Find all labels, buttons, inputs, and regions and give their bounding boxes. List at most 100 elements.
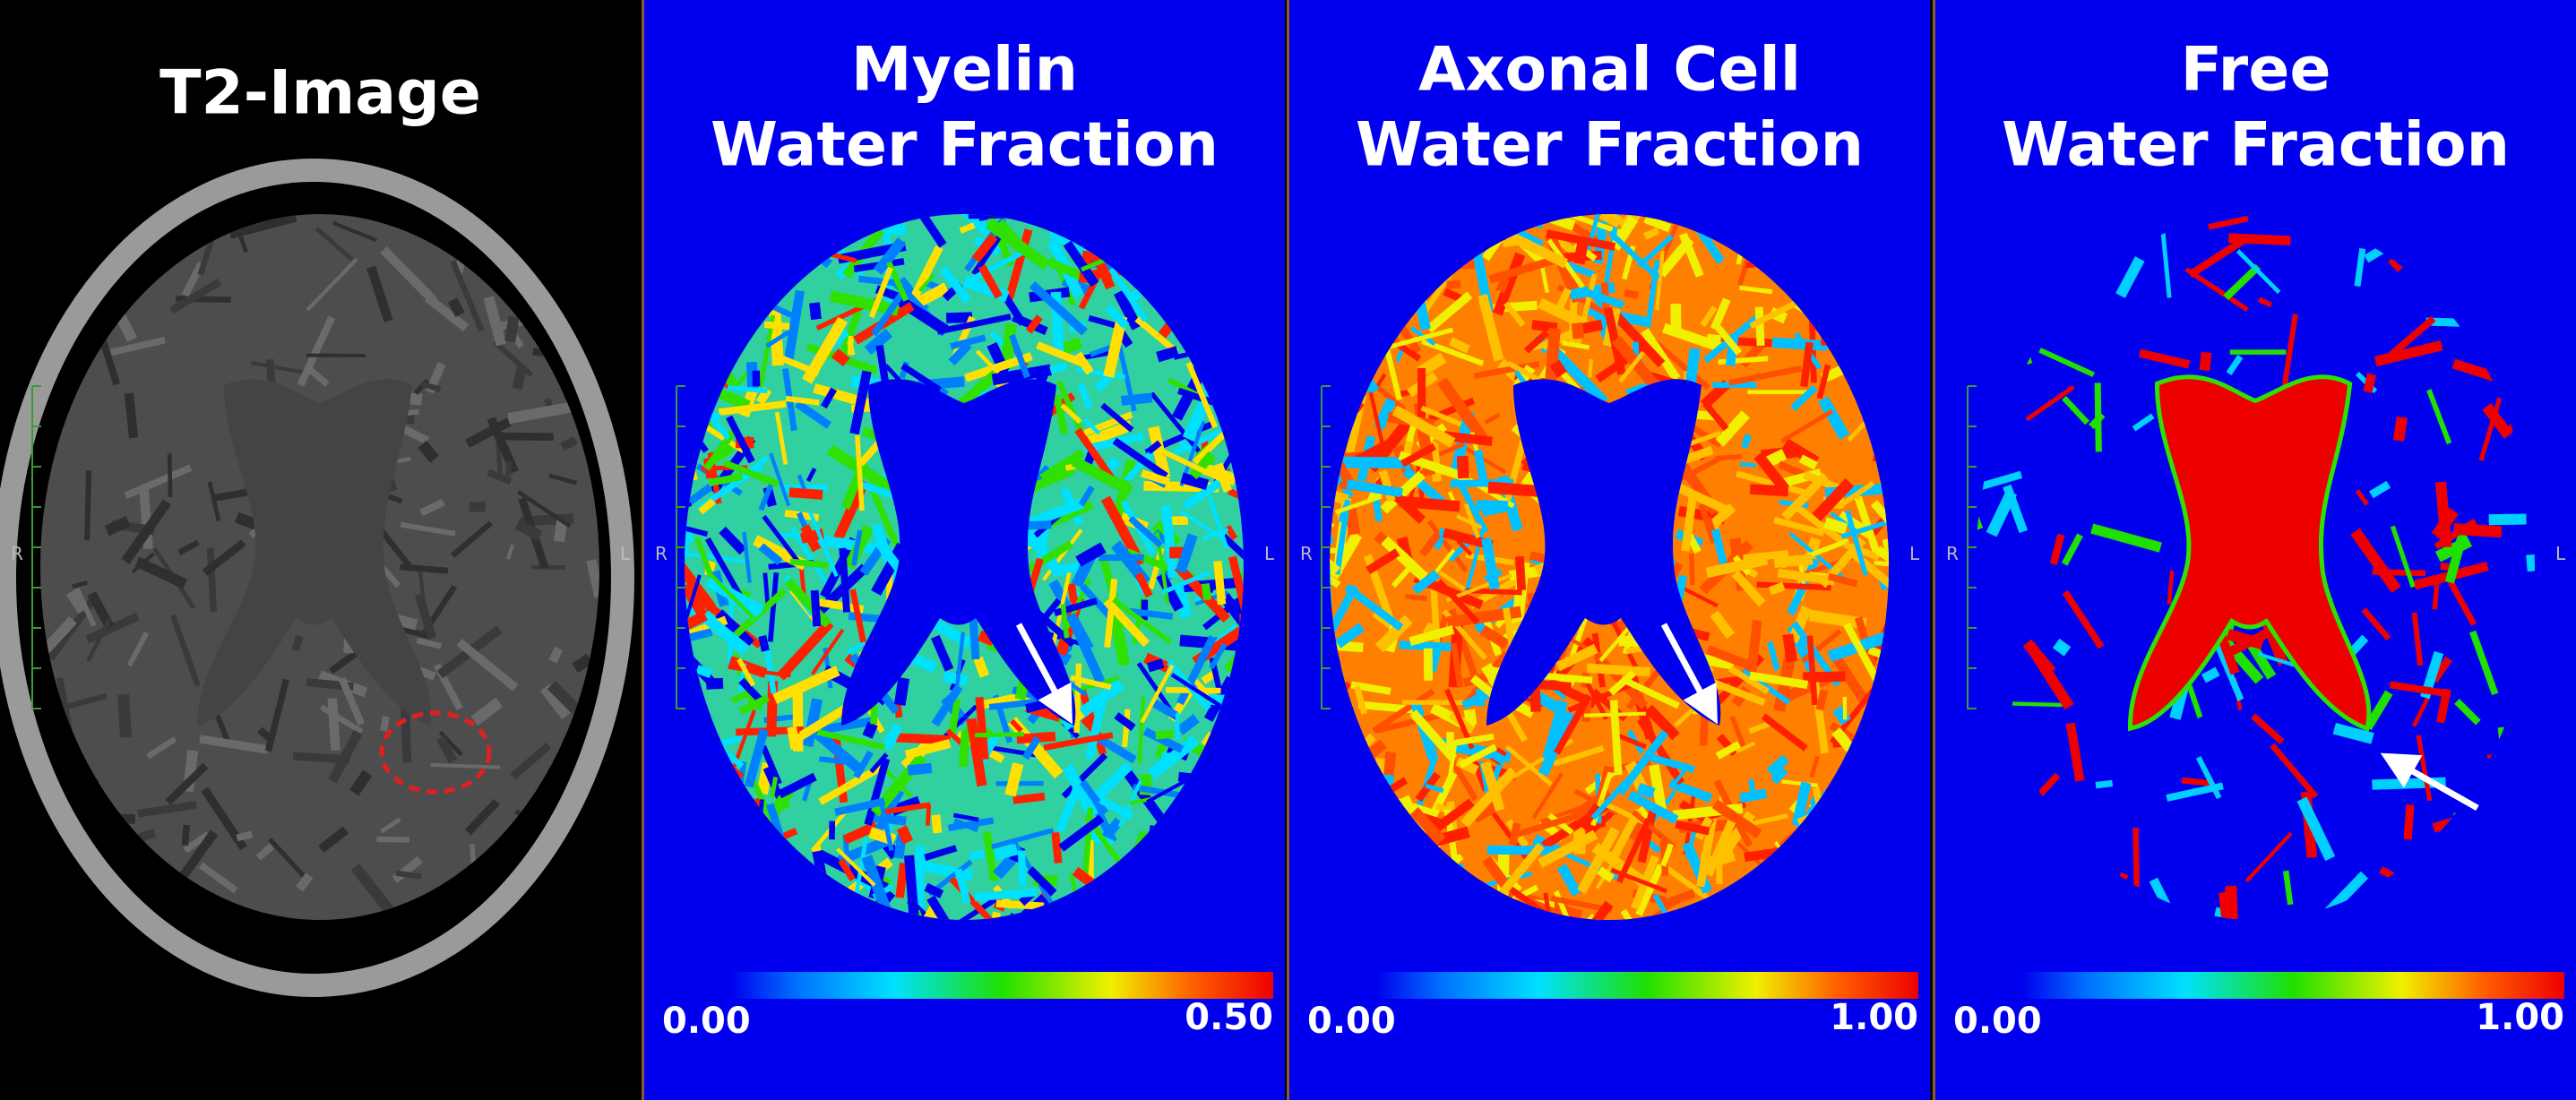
texture-strand [685,512,695,546]
texture-strand [909,245,943,300]
texture-strand [450,520,493,558]
ventricles [1486,379,1721,726]
texture-strand [86,618,112,662]
texture-strand [1512,812,1579,839]
texture-strand [831,348,850,367]
texture-strand [47,596,98,661]
texture-strand [1060,603,1070,639]
texture-strand [1366,548,1400,575]
texture-strand [1128,515,1163,548]
texture-strand [1079,779,1109,816]
texture-strand [1608,670,1636,696]
texture-strand [1803,671,1846,683]
texture-strand [504,460,513,477]
texture-strand [2094,382,2102,452]
texture-strand [1078,265,1106,310]
texture-strand [1616,729,1669,796]
texture-strand [2181,777,2210,786]
texture-strand [393,456,411,464]
texture-strand [1624,288,1640,299]
texture-strand [862,721,878,739]
texture-strand [820,537,858,599]
texture-strand [1566,603,1593,666]
texture-strand [726,415,755,464]
texture-strand [936,314,1012,335]
texture-strand [1098,795,1134,821]
texture-strand [450,260,485,332]
texture-strand [983,831,998,882]
texture-strand [1029,498,1085,528]
texture-strand [1405,593,1427,602]
texture-strand [836,847,876,887]
texture-strand [495,434,504,479]
texture-strand [964,352,1033,382]
texture-strand [1553,745,1605,767]
texture-strand [1174,585,1193,619]
texture-strand [1063,240,1099,288]
texture-strand [1597,866,1615,883]
texture-strand [2226,629,2264,650]
texture-strand [1421,339,1485,366]
texture-strand [736,726,804,736]
colorbar-max: 1.00 [1830,997,1918,1038]
texture-strand [954,632,966,692]
texture-strand [1078,485,1095,507]
texture-strand [1061,337,1083,355]
texture-strand [868,266,893,319]
texture-strand [1444,688,1475,750]
texture-strand [414,593,437,640]
panel-title: Axonal Cell [1418,35,1801,106]
texture-strand [1546,229,1616,251]
texture-strand [1373,382,1407,412]
texture-strand [1221,533,1244,581]
texture-strand [1100,402,1134,433]
texture-strand [1476,499,1509,512]
texture-strand [2369,480,2391,499]
texture-strand [2025,641,2074,710]
texture-strand [1577,319,1604,335]
texture-strand [1553,890,1586,920]
texture-strand [1027,866,1057,897]
texture-strand [1756,581,1831,591]
texture-strand [1620,675,1680,709]
texture-strand [861,855,894,919]
texture-strand [1669,768,1687,789]
texture-strand [806,468,817,483]
texture-strand [931,634,954,672]
texture-strand [2411,612,2424,666]
texture-strand [1021,735,1041,761]
texture-strand [975,732,1024,738]
texture-strand [694,537,715,580]
texture-strand [973,656,990,678]
texture-strand [1791,621,1841,687]
texture-strand [1438,570,1466,591]
texture-strand [464,798,500,836]
texture-strand [505,544,515,560]
texture-strand [924,845,958,861]
texture-strand [2208,215,2249,230]
texture-strand [931,814,943,834]
texture-strand [2355,489,2369,506]
texture-strand [1753,451,1790,494]
texture-strand [730,369,752,392]
texture-strand [774,411,788,465]
colorbar [731,972,1273,999]
texture-strand [2354,248,2366,287]
texture-strand [1383,752,1397,779]
texture-strand [991,828,1055,850]
texture-strand [966,718,987,787]
texture-strand [746,700,762,711]
texture-strand [1704,820,1736,877]
texture-strand [483,296,507,347]
texture-strand [1681,490,1698,552]
colorbar-max: 0.50 [1185,997,1273,1038]
texture-strand [762,572,771,607]
panel-border [642,0,644,1100]
texture-strand [1749,296,1804,330]
texture-strand [1523,330,1550,354]
texture-strand [926,895,971,920]
texture-strand [1809,755,1820,778]
panel-border [1933,0,1935,1100]
texture-strand [1712,382,1757,389]
texture-strand [1137,696,1145,765]
